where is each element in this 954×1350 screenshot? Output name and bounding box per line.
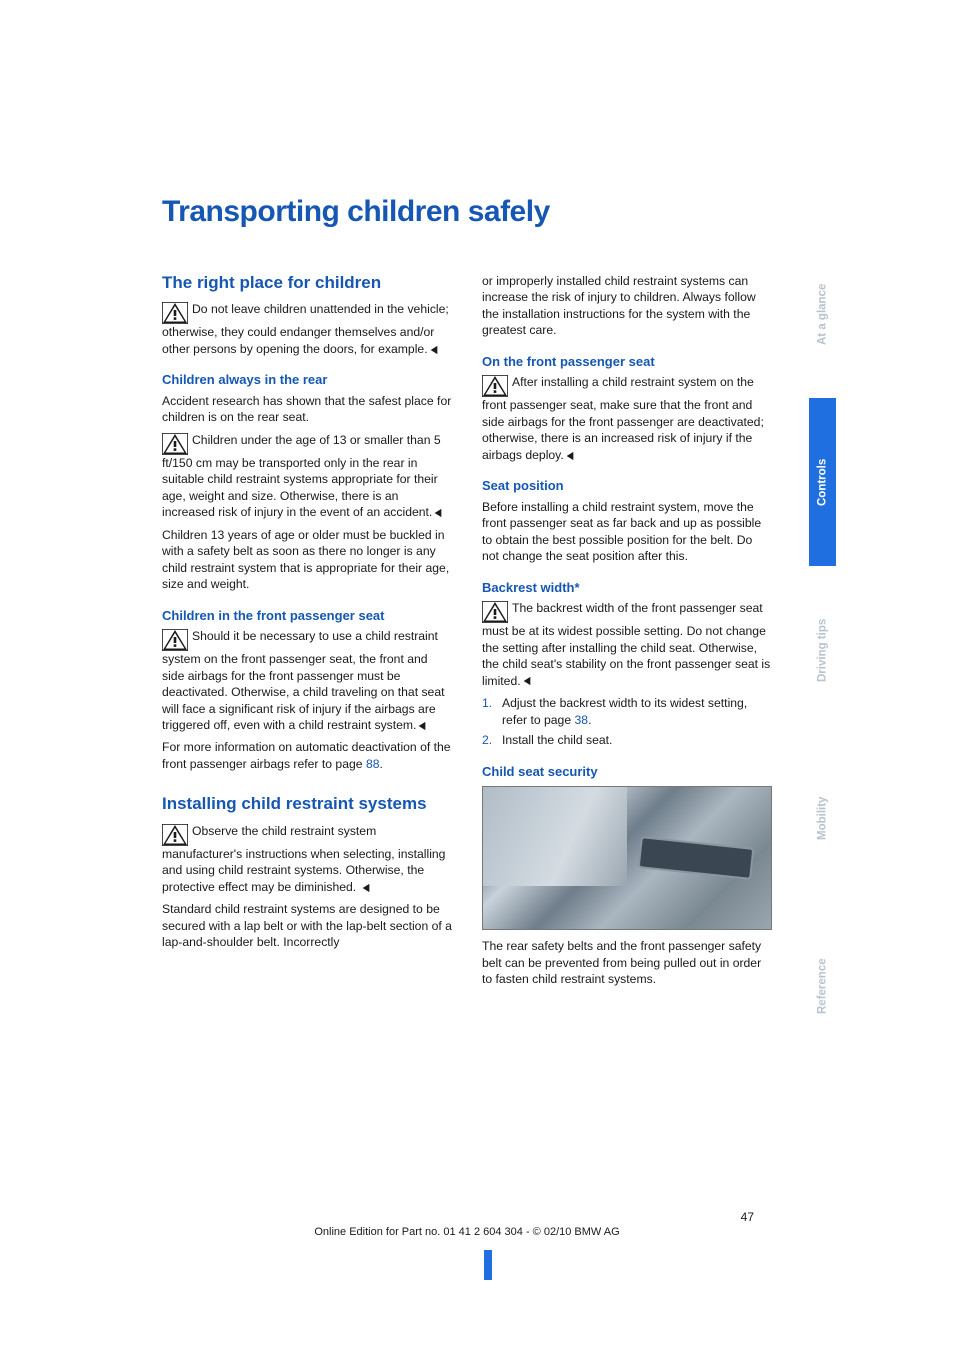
warning-text: Do not leave children unattended in the … bbox=[162, 302, 449, 355]
warning-paragraph: Should it be necessary to use a child re… bbox=[162, 628, 452, 733]
warning-paragraph: The backrest width of the front passenge… bbox=[482, 600, 772, 689]
warning-paragraph: Do not leave children unattended in the … bbox=[162, 301, 452, 357]
section-heading: The right place for children bbox=[162, 273, 452, 293]
warning-paragraph: Observe the child restraint system manuf… bbox=[162, 823, 452, 895]
body-text: or improperly installed child restraint … bbox=[482, 273, 772, 339]
warning-text: Children under the age of 13 or smaller … bbox=[162, 433, 441, 519]
page-link[interactable]: 38 bbox=[575, 713, 589, 727]
warning-icon bbox=[162, 629, 188, 651]
warning-text: After installing a child restraint syste… bbox=[482, 375, 764, 461]
instruction-figure bbox=[482, 786, 772, 930]
list-number: 1. bbox=[482, 695, 502, 728]
chapter-title: Transporting children safely bbox=[162, 195, 790, 229]
body-text: Before installing a child restraint syst… bbox=[482, 499, 772, 565]
warning-icon bbox=[162, 302, 188, 324]
end-marker-icon bbox=[417, 717, 427, 733]
warning-icon bbox=[162, 433, 188, 455]
tab-reference[interactable]: Reference bbox=[809, 902, 836, 1070]
subsection-heading: Children always in the rear bbox=[162, 371, 452, 389]
page-marker bbox=[484, 1250, 492, 1280]
warning-icon bbox=[482, 601, 508, 623]
end-marker-icon bbox=[429, 341, 439, 357]
subsection-heading: Seat position bbox=[482, 477, 772, 495]
body-text: Children 13 years of age or older must b… bbox=[162, 527, 452, 593]
left-column: The right place for children Do not leav… bbox=[162, 273, 452, 994]
subsection-heading: Backrest width* bbox=[482, 579, 772, 597]
page-footer: 47 Online Edition for Part no. 01 41 2 6… bbox=[162, 1210, 772, 1238]
tab-at-a-glance[interactable]: At a glance bbox=[809, 230, 836, 398]
list-text: Adjust the backrest width to its widest … bbox=[502, 695, 772, 728]
body-text: The rear safety belts and the front pass… bbox=[482, 938, 772, 987]
body-text: Accident research has shown that the saf… bbox=[162, 393, 452, 426]
warning-text: Observe the child restraint system manuf… bbox=[162, 824, 445, 894]
page-link[interactable]: 88 bbox=[366, 757, 380, 771]
text-run: . bbox=[588, 713, 591, 727]
end-marker-icon bbox=[565, 447, 575, 463]
list-item: 2. Install the child seat. bbox=[482, 732, 772, 748]
body-text: Standard child restraint systems are des… bbox=[162, 901, 452, 950]
list-text: Install the child seat. bbox=[502, 732, 612, 748]
warning-icon bbox=[482, 375, 508, 397]
tab-mobility[interactable]: Mobility bbox=[809, 734, 836, 902]
warning-paragraph: After installing a child restraint syste… bbox=[482, 374, 772, 463]
warning-text: Should it be necessary to use a child re… bbox=[162, 629, 445, 732]
subsection-heading: Child seat security bbox=[482, 763, 772, 781]
end-marker-icon bbox=[433, 504, 443, 520]
tab-driving-tips[interactable]: Driving tips bbox=[809, 566, 836, 734]
body-text: For more information on automatic deacti… bbox=[162, 739, 452, 772]
warning-paragraph: Children under the age of 13 or smaller … bbox=[162, 432, 452, 521]
end-marker-icon bbox=[361, 879, 371, 895]
numbered-list: 1. Adjust the backrest width to its wide… bbox=[482, 695, 772, 748]
tab-controls[interactable]: Controls bbox=[809, 398, 836, 566]
footer-line: Online Edition for Part no. 01 41 2 604 … bbox=[314, 1226, 619, 1238]
page-number: 47 bbox=[162, 1210, 772, 1224]
page-content: Transporting children safely The right p… bbox=[0, 0, 790, 994]
section-heading: Installing child restraint systems bbox=[162, 794, 452, 814]
text-run: For more information on automatic deacti… bbox=[162, 740, 451, 770]
list-number: 2. bbox=[482, 732, 502, 748]
right-column: or improperly installed child restraint … bbox=[482, 273, 772, 994]
subsection-heading: On the front passenger seat bbox=[482, 353, 772, 371]
side-tabs: At a glance Controls Driving tips Mobili… bbox=[809, 230, 836, 1070]
list-item: 1. Adjust the backrest width to its wide… bbox=[482, 695, 772, 728]
warning-icon bbox=[162, 824, 188, 846]
end-marker-icon bbox=[522, 673, 532, 689]
text-run: Adjust the backrest width to its widest … bbox=[502, 696, 747, 726]
text-run: . bbox=[380, 757, 383, 771]
subsection-heading: Children in the front passenger seat bbox=[162, 607, 452, 625]
two-column-layout: The right place for children Do not leav… bbox=[162, 273, 790, 994]
